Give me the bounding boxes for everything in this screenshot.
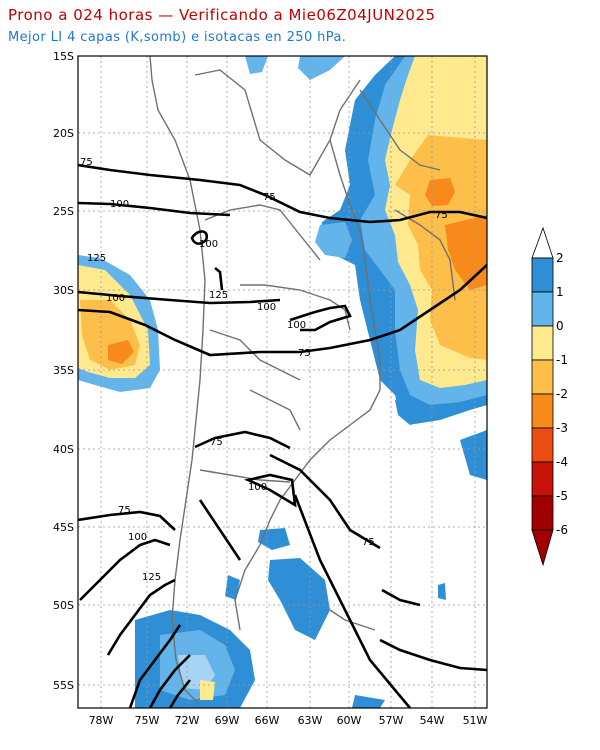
isotach-labels: 75 100 100 125 100 125 100 100 75 75 75 … bbox=[80, 157, 448, 583]
lon-label: 78W bbox=[89, 714, 114, 727]
colorbar-tick: -5 bbox=[556, 489, 568, 503]
colorbar-tick: -1 bbox=[556, 353, 568, 367]
map-title: Prono a 024 horas — Verificando a Mie06Z… bbox=[8, 6, 436, 24]
colorbar-tick: -3 bbox=[556, 421, 568, 435]
isotach-label: 100 bbox=[110, 199, 129, 210]
isotach-label: 75 bbox=[435, 210, 448, 221]
isotach-label: 75 bbox=[298, 348, 311, 359]
colorbar-tick: -6 bbox=[556, 523, 568, 537]
colorbar-bottom-arrow bbox=[531, 529, 554, 567]
lon-label: 57W bbox=[379, 714, 404, 727]
lat-label: 15S bbox=[53, 50, 74, 63]
lon-label: 51W bbox=[463, 714, 488, 727]
lat-label: 45S bbox=[53, 521, 74, 534]
isotach-label: 75 bbox=[210, 437, 223, 448]
coastlines bbox=[149, 56, 456, 706]
isotach-label: 100 bbox=[248, 482, 267, 493]
li-shading bbox=[78, 56, 487, 708]
isotach-label: 75 bbox=[118, 505, 131, 516]
lon-label: 66W bbox=[255, 714, 280, 727]
colorbar-tick: -2 bbox=[556, 387, 568, 401]
colorbar-top-arrow bbox=[531, 226, 554, 259]
lon-label: 63W bbox=[298, 714, 323, 727]
colorbar-segment bbox=[531, 427, 554, 463]
isotach-label: 100 bbox=[106, 293, 125, 304]
map-frame bbox=[77, 55, 488, 709]
colorbar-tick: 1 bbox=[556, 285, 564, 299]
lat-label: 30S bbox=[53, 284, 74, 297]
colorbar-segment bbox=[531, 359, 554, 395]
graticule bbox=[78, 56, 487, 708]
colorbar-tick: 0 bbox=[556, 319, 564, 333]
isotach-label: 100 bbox=[128, 532, 147, 543]
lat-label: 35S bbox=[53, 364, 74, 377]
isotach-label: 100 bbox=[257, 302, 276, 313]
isotach-label: 75 bbox=[80, 157, 93, 168]
isotach-label: 100 bbox=[287, 320, 306, 331]
lon-axis: 78W 75W 72W 69W 66W 63W 60W 57W 54W 51W bbox=[89, 714, 488, 727]
colorbar-tick: -4 bbox=[556, 455, 568, 469]
isotachs bbox=[78, 163, 487, 708]
isotach-label: 75 bbox=[362, 537, 375, 548]
lat-label: 25S bbox=[53, 205, 74, 218]
colorbar bbox=[531, 226, 554, 567]
lat-label: 40S bbox=[53, 443, 74, 456]
isotach-label: 125 bbox=[209, 290, 228, 301]
map-area: 75 100 100 125 100 125 100 100 75 75 75 … bbox=[78, 56, 487, 708]
colorbar-segment bbox=[531, 461, 554, 497]
colorbar-segment bbox=[531, 495, 554, 531]
isotach-label: 75 bbox=[263, 192, 276, 203]
lon-label: 72W bbox=[175, 714, 200, 727]
isotach-label: 125 bbox=[142, 572, 161, 583]
colorbar-segment bbox=[531, 291, 554, 327]
colorbar-tick: 2 bbox=[556, 251, 564, 265]
lon-label: 75W bbox=[135, 714, 160, 727]
map-subtitle: Mejor LI 4 capas (K,somb) e isotacas en … bbox=[8, 30, 347, 45]
lat-axis: 15S 20S 25S 30S 35S 40S 45S 50S 55S bbox=[53, 50, 74, 692]
lat-label: 20S bbox=[53, 127, 74, 140]
colorbar-segment bbox=[531, 325, 554, 361]
lon-label: 69W bbox=[215, 714, 240, 727]
lon-label: 60W bbox=[337, 714, 362, 727]
colorbar-segment bbox=[531, 257, 554, 293]
colorbar-labels: 2 1 0 -1 -2 -3 -4 -5 -6 bbox=[556, 251, 568, 537]
lat-label: 50S bbox=[53, 599, 74, 612]
isotach-label: 100 bbox=[199, 239, 218, 250]
colorbar-segment bbox=[531, 393, 554, 429]
isotach-label: 125 bbox=[87, 253, 106, 264]
lon-label: 54W bbox=[420, 714, 445, 727]
lat-label: 55S bbox=[53, 679, 74, 692]
